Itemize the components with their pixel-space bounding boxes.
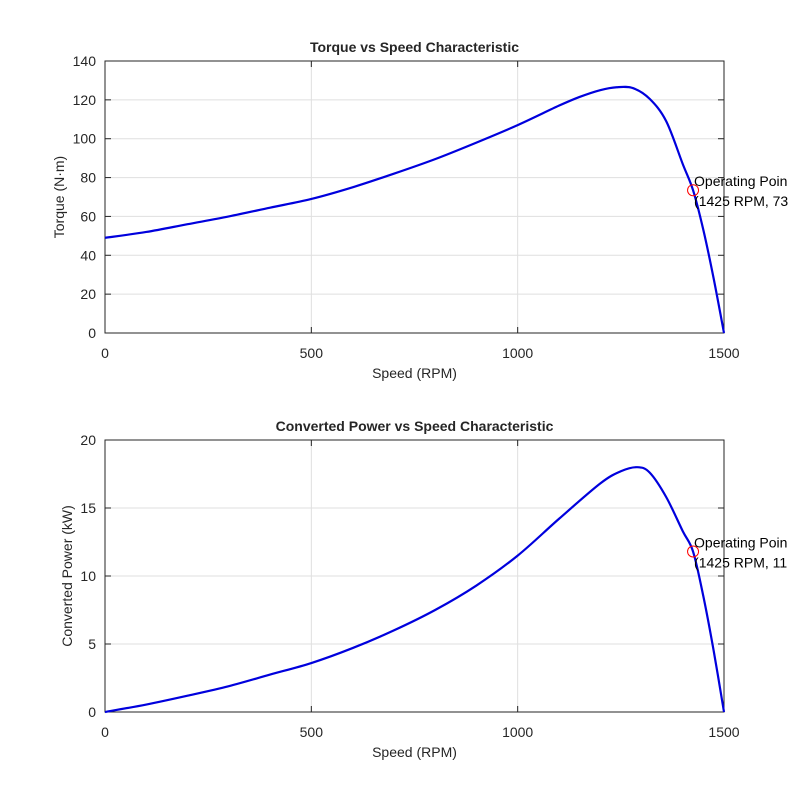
power-annotation: Operating Poin (1425 RPM, 11 xyxy=(687,535,787,571)
torque-y-tick-label: 0 xyxy=(88,325,96,341)
power-annotation-line1: Operating Poin xyxy=(694,535,787,551)
torque-y-axis-label: Torque (N·m) xyxy=(51,156,67,238)
torque-y-tick-label: 120 xyxy=(73,92,97,108)
torque-series xyxy=(104,85,726,334)
power-y-tick-label: 15 xyxy=(80,500,96,516)
power-operating-point-marker xyxy=(687,545,700,558)
power-x-tick-label: 1000 xyxy=(502,724,533,740)
torque-chart: 0 500 1000 1500 0 20 40 60 80 100 120 140 Operating… xyxy=(51,39,788,381)
power-y-axis-label: Converted Power (kW) xyxy=(59,505,75,647)
torque-y-tick-label: 100 xyxy=(73,131,97,147)
torque-y-tick-label: 40 xyxy=(80,247,96,263)
torque-x-tick-label: 1000 xyxy=(502,345,533,361)
power-x-tick-label: 500 xyxy=(300,724,324,740)
torque-ticks: 0 500 1000 1500 0 20 40 60 80 100 120 140 xyxy=(73,53,740,361)
power-chart-title: Converted Power vs Speed Characteristic xyxy=(276,418,554,434)
power-x-tick-label: 1500 xyxy=(708,724,739,740)
torque-series-line-0 xyxy=(104,85,726,334)
power-y-tick-label: 10 xyxy=(80,568,96,584)
power-x-axis-label: Speed (RPM) xyxy=(372,744,457,760)
torque-x-tick-label: 1500 xyxy=(708,345,739,361)
torque-axes-box xyxy=(104,60,725,334)
torque-x-tick-label: 500 xyxy=(300,345,324,361)
torque-y-tick-label: 140 xyxy=(73,53,97,69)
torque-x-axis-label: Speed (RPM) xyxy=(372,365,457,381)
power-ticks: 0 500 1000 1500 0 5 10 15 20 xyxy=(80,432,739,740)
power-chart: 0 500 1000 1500 0 5 10 15 20 Operating Poin (1425… xyxy=(59,418,787,760)
power-series-line-0 xyxy=(104,466,726,714)
torque-y-tick-label: 80 xyxy=(80,170,96,186)
torque-operating-point-marker xyxy=(687,184,700,197)
torque-annotation-line1: Operating Poin xyxy=(694,173,787,189)
power-x-tick-label: 0 xyxy=(101,724,109,740)
torque-x-tick-label: 0 xyxy=(101,345,109,361)
power-y-tick-label: 20 xyxy=(80,432,96,448)
power-grid xyxy=(105,440,724,712)
torque-annotation: Operating Poin (1425 RPM, 73 xyxy=(687,173,788,209)
torque-chart-title: Torque vs Speed Characteristic xyxy=(310,39,519,55)
power-y-tick-label: 5 xyxy=(88,636,96,652)
torque-annotation-line2: (1425 RPM, 73 xyxy=(694,193,788,209)
torque-y-tick-label: 20 xyxy=(80,286,96,302)
power-series xyxy=(104,466,726,714)
power-annotation-line2: (1425 RPM, 11 xyxy=(694,555,787,571)
torque-grid xyxy=(105,61,724,333)
torque-y-tick-label: 60 xyxy=(80,208,96,224)
power-y-tick-label: 0 xyxy=(88,704,96,720)
